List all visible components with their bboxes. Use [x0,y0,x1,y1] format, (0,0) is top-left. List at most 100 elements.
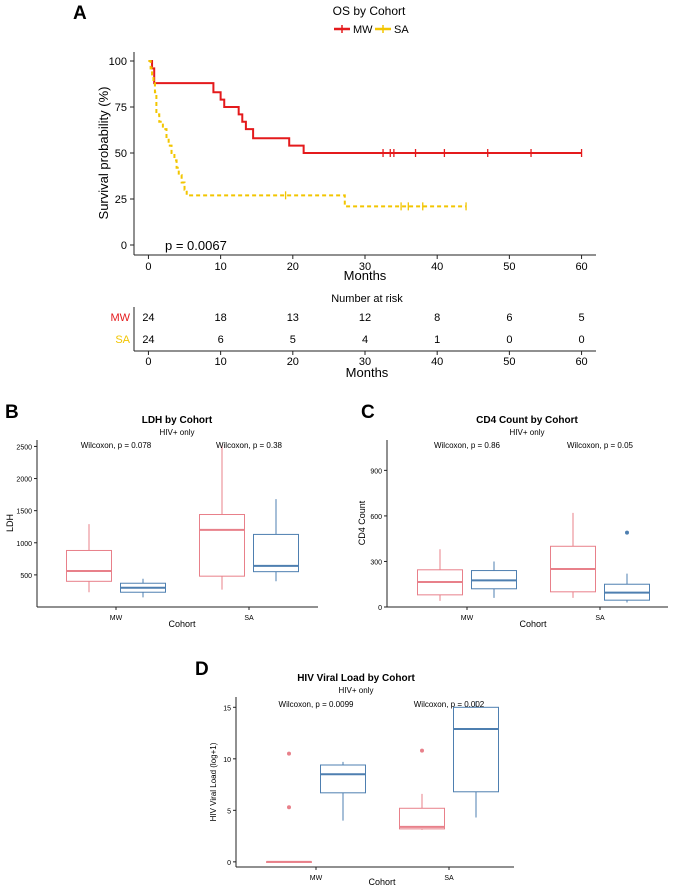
c-x-tick-label: MW [461,615,474,622]
km-x-tick-label: 10 [215,261,227,273]
risk-x-tick-label: 20 [287,356,299,368]
risk-cell-mw: 5 [579,312,585,324]
risk-cell-sa: 1 [434,334,440,346]
km-y-axis-title: Survival probability (%) [96,87,111,220]
panel-c-title: CD4 Count by Cohort [476,415,578,426]
risk-row-mw-label: MW [110,312,130,324]
risk-cell-mw: 24 [142,312,154,324]
panel-d-y-ticks: 0 5 10 15 [223,705,236,867]
panel-d-y-axis-title: HIV Viral Load (log+1) [209,742,218,821]
d-sa-blue-box [453,706,499,793]
panel-b-y-axis-title: LDH [5,514,15,532]
km-x-axis-title: Months [344,268,387,283]
risk-cell-sa: 5 [290,334,296,346]
km-curves [148,60,583,211]
b-y-tick-label: 1500 [16,509,32,516]
d-y-tick-label: 10 [223,757,231,764]
c-y-tick-label: 300 [370,559,382,566]
c-y-tick-label: 0 [378,605,382,612]
risk-x-ticks: 0 10 20 30 40 50 60 [145,351,588,368]
panel-c-x-axis-title: Cohort [519,619,547,629]
panel-d-x-ticks: MW SA [310,867,454,882]
panel-b-title: LDH by Cohort [142,415,213,426]
panel-b: B LDH by Cohort HIV+ only 500 1000 1500 200… [5,402,318,629]
panel-c-annotation-mw: Wilcoxon, p = 0.86 [434,441,501,450]
c-y-tick-label: 600 [370,514,382,521]
panel-c-y-ticks: 0 300 600 900 [370,468,387,612]
km-y-tick-label: 0 [121,240,127,252]
panel-c-boxes [417,512,650,603]
b-y-tick-label: 2000 [16,477,32,484]
km-x-tick-label: 60 [575,261,587,273]
panel-b-annotation-mw: Wilcoxon, p = 0.078 [81,441,152,450]
km-x-tick-label: 50 [503,261,515,273]
d-sa-red-outlier [420,748,424,753]
risk-cell-sa: 4 [362,334,368,346]
km-curve-mw [148,60,582,154]
risk-table-cells: 24 18 13 12 8 6 5 24 6 5 4 1 0 0 [142,312,584,346]
risk-row-sa-label: SA [115,334,130,346]
d-mw-red-outlier [287,805,291,810]
panel-c: C CD4 Count by Cohort HIV+ only 0 300 600 9… [357,402,668,629]
panel-d-boxes [266,701,499,863]
panel-c-x-ticks: MW SA [461,607,605,622]
risk-table-title: Number at risk [331,293,403,305]
km-y-tick-label: 25 [115,194,127,206]
km-x-tick-label: 20 [287,261,299,273]
d-y-tick-label: 15 [223,705,231,712]
panel-d: D HIV Viral Load by Cohort HIV+ only 0 5 1… [195,659,514,887]
panel-c-annotation-sa: Wilcoxon, p = 0.05 [567,441,634,450]
c-sa-blue-outlier [625,530,629,535]
km-pvalue: p = 0.0067 [165,238,227,253]
panel-a-label: A [73,3,87,24]
d-x-tick-label: SA [444,875,454,882]
c-x-tick-label: SA [595,615,605,622]
panel-d-annotation-sa: Wilcoxon, p = 0.002 [414,700,485,709]
km-x-ticks: 0 10 20 30 40 50 60 [145,255,588,273]
panel-d-annotation-mw: Wilcoxon, p = 0.0099 [279,700,354,709]
panel-b-boxes [66,445,299,598]
b-x-tick-label: SA [244,615,254,622]
panel-b-x-axis-title: Cohort [168,619,196,629]
b-sa-red-box [199,514,245,577]
risk-cell-sa: 6 [218,334,224,346]
panel-d-x-axis-title: Cohort [368,877,396,887]
risk-x-tick-label: 40 [431,356,443,368]
risk-x-tick-label: 0 [145,356,151,368]
risk-cell-sa: 24 [142,334,154,346]
panel-c-y-axis-title: CD4 Count [357,500,367,545]
risk-cell-mw: 13 [287,312,299,324]
km-x-tick-label: 40 [431,261,443,273]
panel-d-title: HIV Viral Load by Cohort [297,673,415,684]
b-y-tick-label: 1000 [16,541,32,548]
panel-b-x-ticks: MW SA [110,607,254,622]
panel-b-annotation-sa: Wilcoxon, p = 0.38 [216,441,283,450]
risk-table-x-axis-title: Months [346,365,389,380]
b-y-tick-label: 2500 [16,444,32,451]
risk-cell-mw: 12 [359,312,371,324]
km-legend: MW SA [334,24,409,36]
km-x-tick-label: 0 [145,261,151,273]
d-x-tick-label: MW [310,875,323,882]
km-legend-mw-label: MW [353,24,373,36]
risk-x-tick-label: 10 [215,356,227,368]
risk-x-tick-label: 30 [359,356,371,368]
risk-cell-mw: 8 [434,312,440,324]
risk-x-tick-label: 60 [575,356,587,368]
d-y-tick-label: 5 [227,808,231,815]
km-legend-sa-label: SA [394,24,409,36]
km-y-tick-label: 100 [109,56,127,68]
panel-c-label: C [361,402,375,423]
d-mw-blue-box [320,764,366,794]
panel-c-subtitle: HIV+ only [510,428,545,437]
c-y-tick-label: 900 [370,468,382,475]
panel-b-label: B [5,402,19,423]
b-mw-red-box [66,549,112,582]
km-curve-sa [148,60,467,208]
km-x-tick-label: 30 [359,261,371,273]
panel-b-y-ticks: 500 1000 1500 2000 2500 [16,444,37,580]
b-y-tick-label: 500 [20,573,32,580]
panel-d-label: D [195,659,209,680]
